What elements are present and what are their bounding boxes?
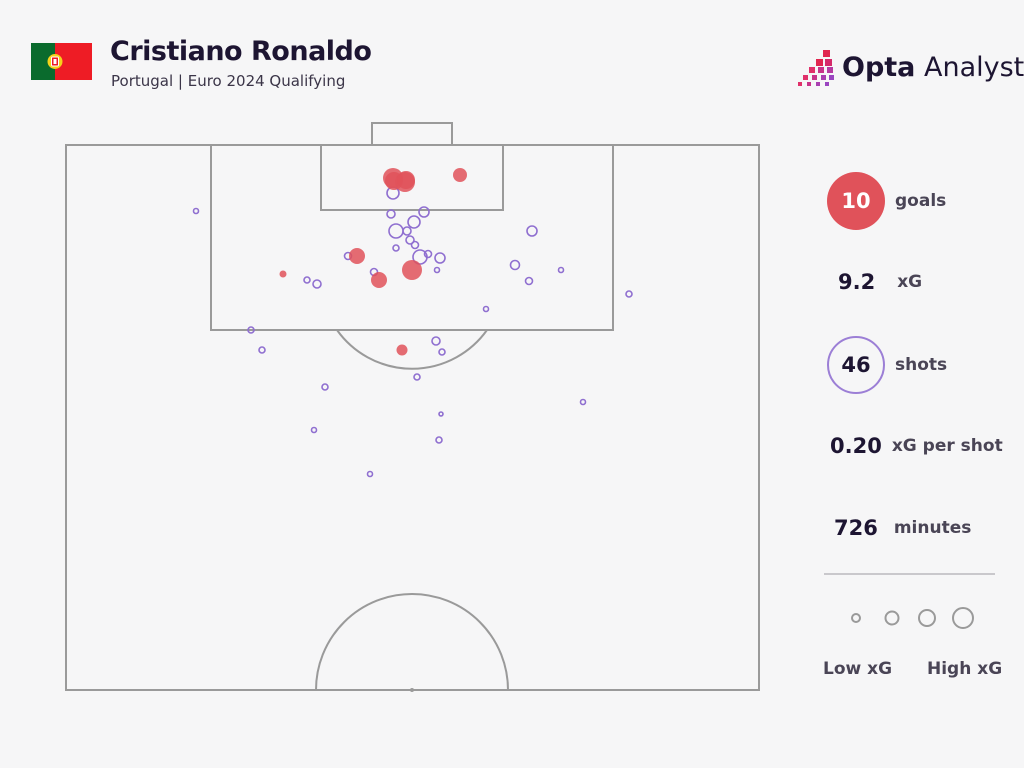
shot-marker (247, 326, 255, 334)
goals-label: goals (895, 191, 947, 211)
competition-subtitle: Portugal | Euro 2024 Qualifying (111, 72, 346, 90)
goal-marker (396, 344, 408, 356)
shot-marker (402, 226, 412, 236)
legend-circle-l-icon (952, 607, 974, 629)
goal-markers (279, 168, 467, 356)
xg-per-shot-label: xG per shot (891, 436, 1003, 456)
shot-marker (405, 235, 415, 245)
shot-markers (192, 186, 633, 478)
shot-marker (435, 436, 443, 444)
logo-brand-light: Analyst (915, 52, 1024, 83)
shot-marker (321, 383, 329, 391)
legend-circle-xs-icon (851, 613, 861, 623)
stat-goals: 10 goals (827, 172, 946, 230)
opta-pixel-logo-icon (798, 50, 834, 86)
shot-marker (431, 336, 441, 346)
stat-xg: 9.2 xG (838, 270, 922, 294)
shot-marker (524, 276, 534, 286)
goals-value-badge: 10 (827, 172, 885, 230)
penalty-arc (336, 329, 488, 370)
shot-marker (386, 209, 396, 219)
shot-marker (192, 207, 200, 215)
shots-label: shots (895, 355, 948, 375)
shot-marker (310, 426, 318, 434)
shot-marker (433, 266, 441, 274)
centre-spot (410, 688, 414, 692)
pitch-outline (65, 144, 760, 691)
goal (371, 122, 453, 146)
shot-marker (388, 223, 404, 239)
minutes-value: 726 (834, 516, 878, 540)
shot-marker (392, 244, 400, 252)
pitch-lines (65, 122, 760, 691)
shot-marker (625, 290, 633, 298)
goal-marker (402, 260, 422, 280)
stat-minutes: 726 minutes (834, 516, 971, 540)
shot-marker (366, 470, 374, 478)
centre-circle-half (315, 593, 509, 691)
opta-analyst-logo: Opta Analyst (797, 48, 1024, 90)
goal-marker (397, 171, 415, 189)
stat-shots: 46 shots (827, 336, 947, 394)
xg-size-legend (851, 607, 974, 629)
legend-circle-s-icon (884, 610, 900, 626)
xg-per-shot-value: 0.20 (830, 434, 882, 458)
shot-marker (438, 411, 444, 417)
logo-brand-bold: Opta (842, 52, 916, 83)
minutes-label: minutes (893, 518, 972, 538)
portugal-flag-icon (31, 43, 92, 80)
shot-marker (526, 225, 538, 237)
shot-marker (423, 249, 433, 259)
shots-value-badge: 46 (827, 336, 885, 394)
xg-label: xG (897, 272, 923, 292)
legend-high-xg: High xG (927, 659, 1003, 679)
shot-marker (418, 206, 430, 218)
shot-marker (303, 276, 311, 284)
stat-xg-per-shot: 0.20 xG per shot (830, 434, 1003, 458)
shot-marker (579, 398, 587, 406)
legend-circle-m-icon (918, 609, 936, 627)
goal-marker (371, 272, 387, 288)
shot-marker (438, 348, 446, 356)
shot-marker (258, 346, 266, 354)
shot-marker (413, 373, 421, 381)
goal-marker (453, 168, 467, 182)
player-name: Cristiano Ronaldo (110, 36, 372, 67)
shot-marker (410, 240, 420, 250)
shot-marker (482, 305, 490, 313)
xg-value: 9.2 (838, 270, 876, 294)
shot-marker (509, 259, 521, 271)
shot-marker (312, 279, 322, 289)
shot-marker (557, 266, 565, 274)
shot-marker (407, 215, 421, 229)
stats-divider (824, 573, 995, 575)
goal-marker (349, 248, 365, 264)
goal-marker (279, 270, 287, 278)
shot-marker (434, 252, 446, 264)
legend-low-xg: Low xG (823, 659, 893, 679)
